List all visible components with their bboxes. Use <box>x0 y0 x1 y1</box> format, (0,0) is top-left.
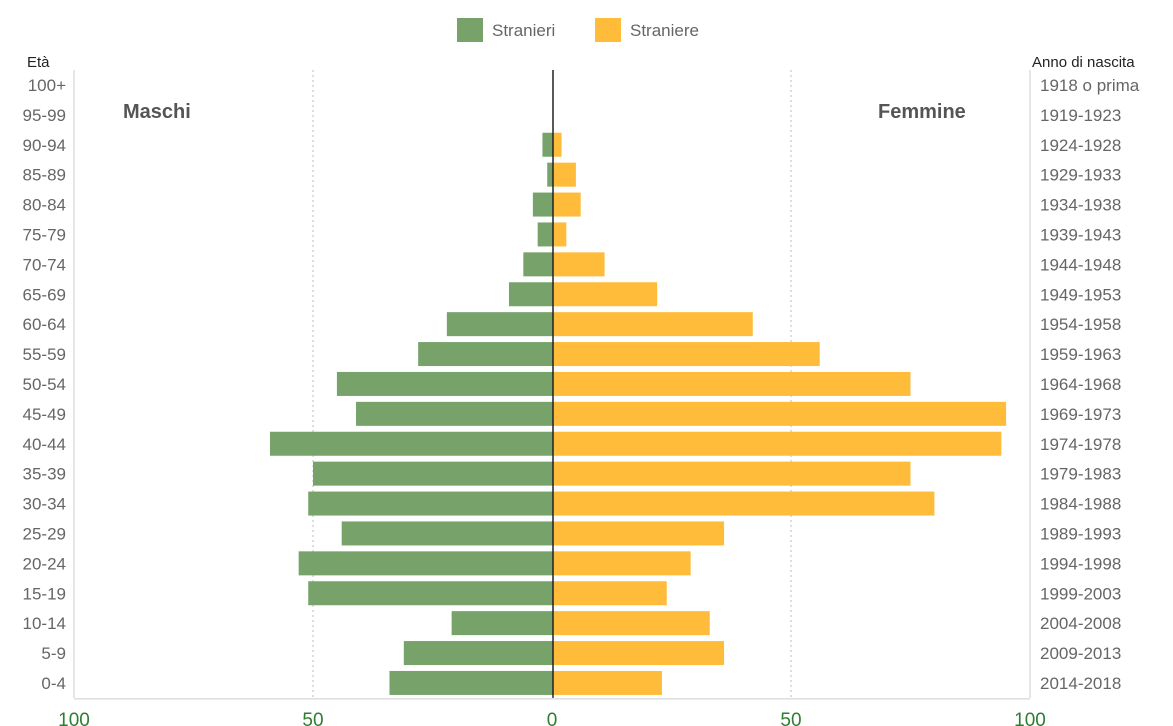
age-tick-label: 5-9 <box>41 644 66 663</box>
age-tick-label: 65-69 <box>23 285 66 304</box>
y-axis-title-left: Età <box>27 54 50 71</box>
x-tick-label: 0 <box>547 710 558 726</box>
bar-stranieri-15-19 <box>308 581 553 606</box>
right-side-label: Femmine <box>878 101 966 123</box>
bar-straniere-85-89 <box>553 162 576 187</box>
age-tick-label: 60-64 <box>23 315 66 334</box>
birth-year-tick-label: 1919-1923 <box>1040 106 1121 125</box>
bar-stranieri-10-14 <box>451 611 553 636</box>
age-tick-label: 10-14 <box>23 614 66 633</box>
bar-straniere-30-34 <box>553 491 935 516</box>
age-tick-label: 45-49 <box>23 405 66 424</box>
x-tick-label: 50 <box>302 710 323 726</box>
bar-stranieri-35-39 <box>313 461 553 486</box>
bar-stranieri-5-9 <box>403 641 553 666</box>
birth-year-tick-label: 1929-1933 <box>1040 166 1121 185</box>
bar-straniere-0-4 <box>553 670 662 695</box>
age-tick-label: 15-19 <box>23 584 66 603</box>
bar-stranieri-80-84 <box>532 192 553 217</box>
age-tick-label: 25-29 <box>23 524 66 543</box>
bar-stranieri-60-64 <box>446 312 553 337</box>
birth-year-tick-label: 1934-1938 <box>1040 196 1121 215</box>
bar-straniere-70-74 <box>553 252 605 277</box>
birth-year-tick-label: 1924-1928 <box>1040 136 1121 155</box>
bar-stranieri-30-34 <box>308 491 553 516</box>
bar-straniere-40-44 <box>553 431 1002 456</box>
age-tick-label: 85-89 <box>23 166 66 185</box>
bar-stranieri-75-79 <box>537 222 553 247</box>
birth-year-tick-label: 1989-1993 <box>1040 524 1121 543</box>
x-tick-label: 100 <box>1014 710 1046 726</box>
y-axis-title-right: Anno di nascita <box>1032 54 1135 71</box>
birth-year-tick-label: 1959-1963 <box>1040 345 1121 364</box>
bar-stranieri-25-29 <box>341 521 553 546</box>
bar-straniere-80-84 <box>553 192 581 217</box>
bar-stranieri-45-49 <box>356 401 553 426</box>
bar-stranieri-0-4 <box>389 670 553 695</box>
bar-straniere-90-94 <box>553 132 562 157</box>
birth-year-tick-label: 1984-1988 <box>1040 495 1121 514</box>
bar-straniere-55-59 <box>553 342 820 367</box>
birth-year-tick-label: 1964-1968 <box>1040 375 1121 394</box>
bar-stranieri-20-24 <box>298 551 553 576</box>
bar-straniere-5-9 <box>553 641 725 666</box>
bar-stranieri-90-94 <box>542 132 553 157</box>
birth-year-tick-label: 2004-2008 <box>1040 614 1121 633</box>
birth-year-tick-label: 1939-1943 <box>1040 225 1121 244</box>
birth-year-tick-label: 1918 o prima <box>1040 76 1140 95</box>
bar-stranieri-40-44 <box>269 431 553 456</box>
birth-year-tick-label: 1969-1973 <box>1040 405 1121 424</box>
bar-stranieri-55-59 <box>418 342 553 367</box>
birth-year-tick-label: 1999-2003 <box>1040 584 1121 603</box>
birth-year-tick-label: 1954-1958 <box>1040 315 1121 334</box>
bar-stranieri-70-74 <box>523 252 553 277</box>
age-tick-label: 30-34 <box>23 495 66 514</box>
birth-year-tick-label: 1974-1978 <box>1040 435 1121 454</box>
bar-stranieri-50-54 <box>336 371 553 396</box>
x-tick-label: 50 <box>780 710 801 726</box>
age-tick-label: 50-54 <box>23 375 66 394</box>
bar-straniere-60-64 <box>553 312 753 337</box>
legend-label-straniere: Straniere <box>630 21 699 40</box>
birth-year-tick-label: 1979-1983 <box>1040 465 1121 484</box>
bar-straniere-25-29 <box>553 521 725 546</box>
bar-stranieri-65-69 <box>508 282 553 307</box>
age-tick-label: 75-79 <box>23 225 66 244</box>
birth-year-tick-labels: 1918 o prima 1919-1923 1924-1928 1929-1933 1… <box>1040 76 1140 693</box>
legend-label-stranieri: Stranieri <box>492 21 555 40</box>
bar-straniere-10-14 <box>553 611 710 636</box>
bar-stranieri-85-89 <box>547 162 553 187</box>
birth-year-tick-label: 2009-2013 <box>1040 644 1121 663</box>
bar-straniere-45-49 <box>553 401 1007 426</box>
legend: Stranieri Straniere <box>457 18 699 42</box>
bar-straniere-15-19 <box>553 581 667 606</box>
birth-year-tick-label: 1944-1948 <box>1040 255 1121 274</box>
age-tick-label: 55-59 <box>23 345 66 364</box>
age-tick-label: 80-84 <box>23 196 66 215</box>
legend-swatch-straniere <box>595 18 621 42</box>
left-side-label: Maschi <box>123 101 191 123</box>
birth-year-tick-label: 1994-1998 <box>1040 554 1121 573</box>
x-tick-label: 100 <box>58 710 90 726</box>
bar-straniere-50-54 <box>553 371 911 396</box>
age-tick-label: 0-4 <box>41 674 66 693</box>
x-tick-labels: 100 50 0 50 100 <box>58 710 1046 726</box>
birth-year-tick-label: 1949-1953 <box>1040 285 1121 304</box>
bar-straniere-65-69 <box>553 282 658 307</box>
legend-swatch-stranieri <box>457 18 483 42</box>
bars <box>269 132 1007 695</box>
age-tick-labels: 100+ 95-99 90-94 85-89 80-84 75-79 70-74 65-69 6… <box>23 76 67 693</box>
bar-straniere-20-24 <box>553 551 691 576</box>
age-tick-label: 70-74 <box>23 255 66 274</box>
bar-straniere-35-39 <box>553 461 911 486</box>
age-tick-label: 90-94 <box>23 136 66 155</box>
age-tick-label: 100+ <box>28 76 66 95</box>
age-tick-label: 40-44 <box>23 435 66 454</box>
age-tick-label: 95-99 <box>23 106 66 125</box>
birth-year-tick-label: 2014-2018 <box>1040 674 1121 693</box>
age-tick-label: 35-39 <box>23 465 66 484</box>
age-tick-label: 20-24 <box>23 554 66 573</box>
bar-straniere-75-79 <box>553 222 567 247</box>
